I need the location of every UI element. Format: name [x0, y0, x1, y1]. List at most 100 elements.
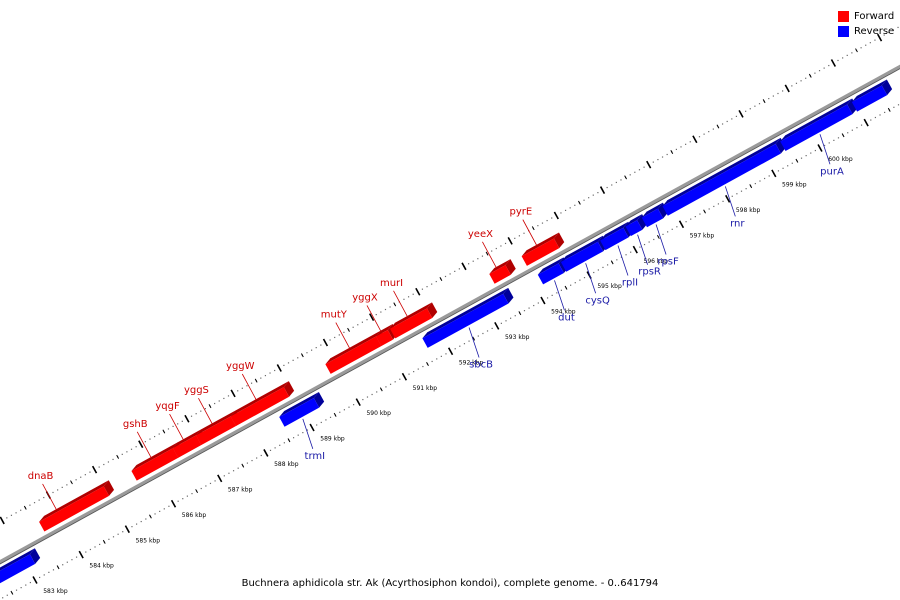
minor-tick	[439, 277, 443, 282]
gene-label-rnr: rnr	[730, 218, 745, 229]
tick-label-598: 598 kbp	[736, 207, 761, 214]
reverse-track-dots	[574, 282, 576, 284]
forward-track-dots	[421, 288, 424, 290]
reverse-track-dots	[463, 343, 466, 345]
forward-track-dots	[675, 148, 677, 151]
minor-tick	[102, 539, 106, 544]
gene-label-leader-rplI	[617, 245, 629, 276]
gene-top-face	[780, 98, 853, 142]
reverse-track-dots	[43, 574, 45, 576]
reverse-track-dots	[763, 177, 766, 180]
forward-track-dots	[435, 280, 437, 283]
reverse-track-dots	[297, 434, 299, 436]
gene-top-face	[521, 232, 559, 257]
forward-track-dots	[708, 131, 710, 133]
forward-track-dots	[20, 509, 22, 511]
reverse-track-dots	[583, 277, 586, 279]
gene-label-yggS: yggS	[184, 385, 209, 396]
legend-forward: Forward	[838, 9, 894, 24]
minor-tick	[426, 362, 429, 366]
gene-dnaB	[39, 480, 115, 532]
forward-track-dots	[495, 247, 497, 250]
gene-front-face	[172, 435, 202, 458]
reverse-track-dots	[2, 597, 4, 599]
reverse-track-dots	[879, 114, 881, 116]
gene-unnamed-19	[851, 79, 893, 112]
gene-side-face	[103, 480, 115, 496]
reverse-track-dots	[283, 442, 285, 444]
reverse-track-dots	[860, 124, 863, 126]
gene-top-face	[489, 259, 511, 275]
gene-front-face	[521, 238, 560, 266]
gene-top-face	[376, 323, 393, 337]
forward-track-dots	[574, 204, 576, 206]
forward-track-dots	[851, 52, 853, 54]
minor-tick	[518, 311, 522, 316]
gene-label-mutY: mutY	[321, 310, 348, 321]
reverse-track-dots	[833, 139, 835, 141]
reverse-track-dots	[306, 429, 309, 431]
forward-track-dots	[334, 336, 336, 339]
gene-label-leader-murI	[393, 290, 408, 317]
gene-side-face	[426, 302, 438, 319]
forward-track-dots	[745, 110, 747, 112]
reverse-track-dots	[228, 472, 230, 474]
gene-front-face	[560, 241, 604, 272]
minor-tick	[656, 234, 660, 239]
gene-label-leader-yggX	[366, 305, 382, 332]
reverse-track-dots	[366, 396, 369, 398]
forward-track-dots	[306, 352, 308, 354]
reverse-track-dots	[810, 152, 812, 154]
forward-track-dots	[661, 156, 664, 158]
tick-label-586: 586 kbp	[182, 512, 207, 519]
tick-label-591: 591 kbp	[413, 385, 438, 392]
strand-legend: Forward Reverse	[838, 9, 894, 39]
reverse-track-dots	[394, 381, 396, 383]
forward-track-dots	[84, 474, 86, 476]
reverse-track-dots	[870, 119, 872, 121]
gene-front-face	[131, 448, 179, 481]
forward-track-dots	[75, 479, 77, 481]
minor-tick	[300, 353, 304, 358]
forward-track-dots	[638, 169, 641, 171]
major-tick	[368, 313, 375, 322]
gene-side-face	[881, 79, 893, 96]
reverse-track-dots	[874, 116, 877, 119]
forward-track-dots	[315, 347, 317, 349]
forward-track-dots	[615, 181, 617, 184]
reverse-track-dots	[791, 162, 793, 164]
forward-track-dots	[80, 476, 82, 478]
reverse-track-dots	[690, 218, 692, 220]
gene-label-leader-gshB	[136, 431, 152, 459]
forward-track-dots	[431, 283, 433, 285]
reverse-track-dots	[25, 584, 27, 586]
gene-front-face	[537, 263, 564, 285]
forward-track-dots	[33, 502, 36, 504]
gene-label-rplI: rplI	[622, 277, 638, 288]
minor-tick	[333, 412, 337, 417]
forward-track-dots	[546, 219, 548, 222]
forward-track-dots	[15, 512, 17, 514]
reverse-track-dots	[246, 462, 249, 464]
reverse-track-dots	[6, 594, 8, 596]
reverse-track-dots	[477, 335, 479, 337]
forward-track-dots	[444, 275, 447, 278]
reverse-track-dots	[260, 454, 262, 457]
reverse-track-dots	[787, 165, 789, 167]
gene-label-rpsR: rpsR	[638, 267, 661, 278]
forward-track-dots	[814, 72, 816, 74]
forward-track-dots	[477, 258, 479, 260]
gene-sbcB	[422, 287, 514, 348]
gene-top-face	[662, 137, 781, 207]
reverse-track-dots	[851, 129, 853, 131]
minor-tick	[716, 124, 720, 129]
forward-track-dots	[781, 90, 784, 92]
forward-track-dots	[874, 39, 876, 41]
forward-track-dots	[250, 382, 253, 384]
forward-track-dots	[343, 331, 345, 333]
minor-tick	[254, 378, 258, 383]
gene-front-face	[851, 85, 888, 112]
gene-label-yggX: yggX	[352, 292, 378, 303]
reverse-track-dots	[639, 246, 641, 248]
reverse-track-dots	[805, 155, 807, 157]
